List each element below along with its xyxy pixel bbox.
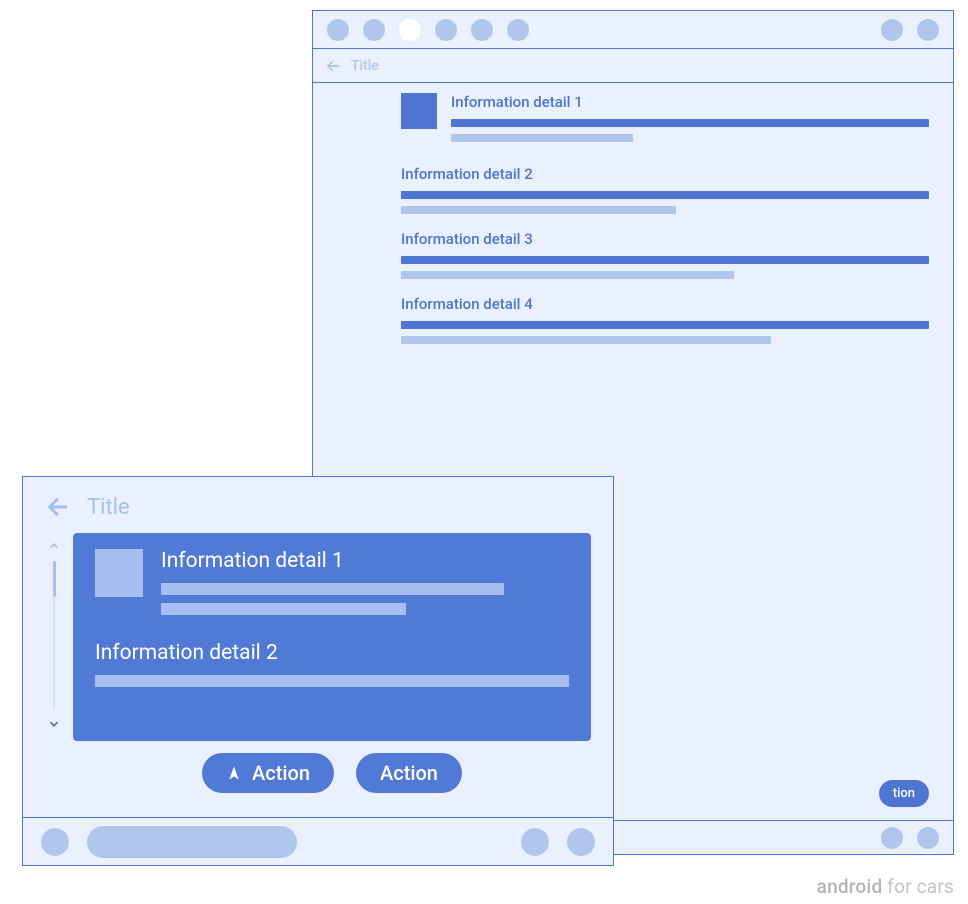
detail-bar-primary (401, 256, 929, 264)
nav-dot[interactable] (41, 828, 69, 856)
card-bar (95, 675, 569, 687)
nav-pill[interactable] (87, 826, 297, 858)
status-dot (881, 19, 903, 41)
brand-light: for cars (882, 875, 954, 898)
detail-bar-primary (401, 191, 929, 199)
landscape-header-title: Title (87, 495, 130, 520)
card-row[interactable]: Information detail 1 (95, 549, 569, 623)
status-right-dots (881, 19, 939, 41)
back-arrow-icon[interactable] (325, 57, 343, 75)
status-dot (917, 19, 939, 41)
card-thumbnail (95, 549, 143, 597)
portrait-header-title: Title (351, 58, 379, 74)
detail-bar-primary (451, 119, 929, 127)
landscape-nav-bar (23, 817, 613, 865)
detail-bar-secondary (401, 206, 676, 214)
card-row-title: Information detail 2 (95, 641, 569, 665)
info-detail-row[interactable]: Information detail 2 (401, 165, 929, 214)
status-dot (471, 19, 493, 41)
action-button[interactable]: Action (356, 753, 462, 793)
action-button-partial[interactable]: tion (879, 780, 929, 807)
action-label: Action (252, 761, 310, 785)
card-bar (161, 603, 406, 615)
status-dot (507, 19, 529, 41)
detail-bar-secondary (401, 336, 771, 344)
landscape-header: Title (45, 493, 591, 521)
detail-title: Information detail 4 (401, 295, 929, 313)
detail-title: Information detail 2 (401, 165, 929, 183)
scroll-thumb[interactable] (53, 561, 56, 597)
scrollbar[interactable] (45, 533, 63, 741)
action-button[interactable]: Action (202, 753, 334, 793)
status-bar (313, 11, 953, 49)
status-dot (363, 19, 385, 41)
landscape-content: Information detail 1 Information detail … (45, 533, 591, 741)
status-left-dots (327, 19, 529, 41)
nav-dot[interactable] (567, 828, 595, 856)
detail-title: Information detail 3 (401, 230, 929, 248)
info-detail-row[interactable]: Information detail 4 (401, 295, 929, 344)
nav-dot[interactable] (917, 827, 939, 849)
detail-thumbnail (401, 93, 437, 129)
detail-bar-secondary (401, 271, 734, 279)
back-arrow-icon[interactable] (45, 493, 73, 521)
chevron-up-icon[interactable] (47, 539, 61, 553)
status-dot (327, 19, 349, 41)
portrait-header: Title (313, 49, 953, 83)
detail-title: Information detail 1 (451, 93, 929, 111)
landscape-body: Title Information detail 1 (23, 477, 613, 817)
nav-dot[interactable] (881, 827, 903, 849)
landscape-device-frame: Title Information detail 1 (22, 476, 614, 866)
landscape-action-strip: Action Action (45, 753, 591, 793)
nav-dot[interactable] (521, 828, 549, 856)
info-detail-row[interactable]: Information detail 3 (401, 230, 929, 279)
brand-bold: android (817, 875, 883, 898)
portrait-body: Information detail 1 Information detail … (313, 83, 953, 344)
detail-bar-primary (401, 321, 929, 329)
action-label: Action (380, 761, 438, 785)
scroll-track (53, 561, 55, 709)
card-row[interactable]: Information detail 2 (95, 641, 569, 687)
brand-watermark: android for cars (817, 875, 954, 898)
info-detail-row[interactable]: Information detail 1 (401, 93, 929, 149)
info-card: Information detail 1 Information detail … (73, 533, 591, 741)
card-row-title: Information detail 1 (161, 549, 569, 573)
detail-bar-secondary (451, 134, 633, 142)
status-dot (435, 19, 457, 41)
action-label-partial: tion (893, 786, 915, 801)
status-dot-active (399, 19, 421, 41)
chevron-down-icon[interactable] (47, 717, 61, 731)
navigate-icon (226, 765, 242, 781)
card-bar (161, 583, 504, 595)
